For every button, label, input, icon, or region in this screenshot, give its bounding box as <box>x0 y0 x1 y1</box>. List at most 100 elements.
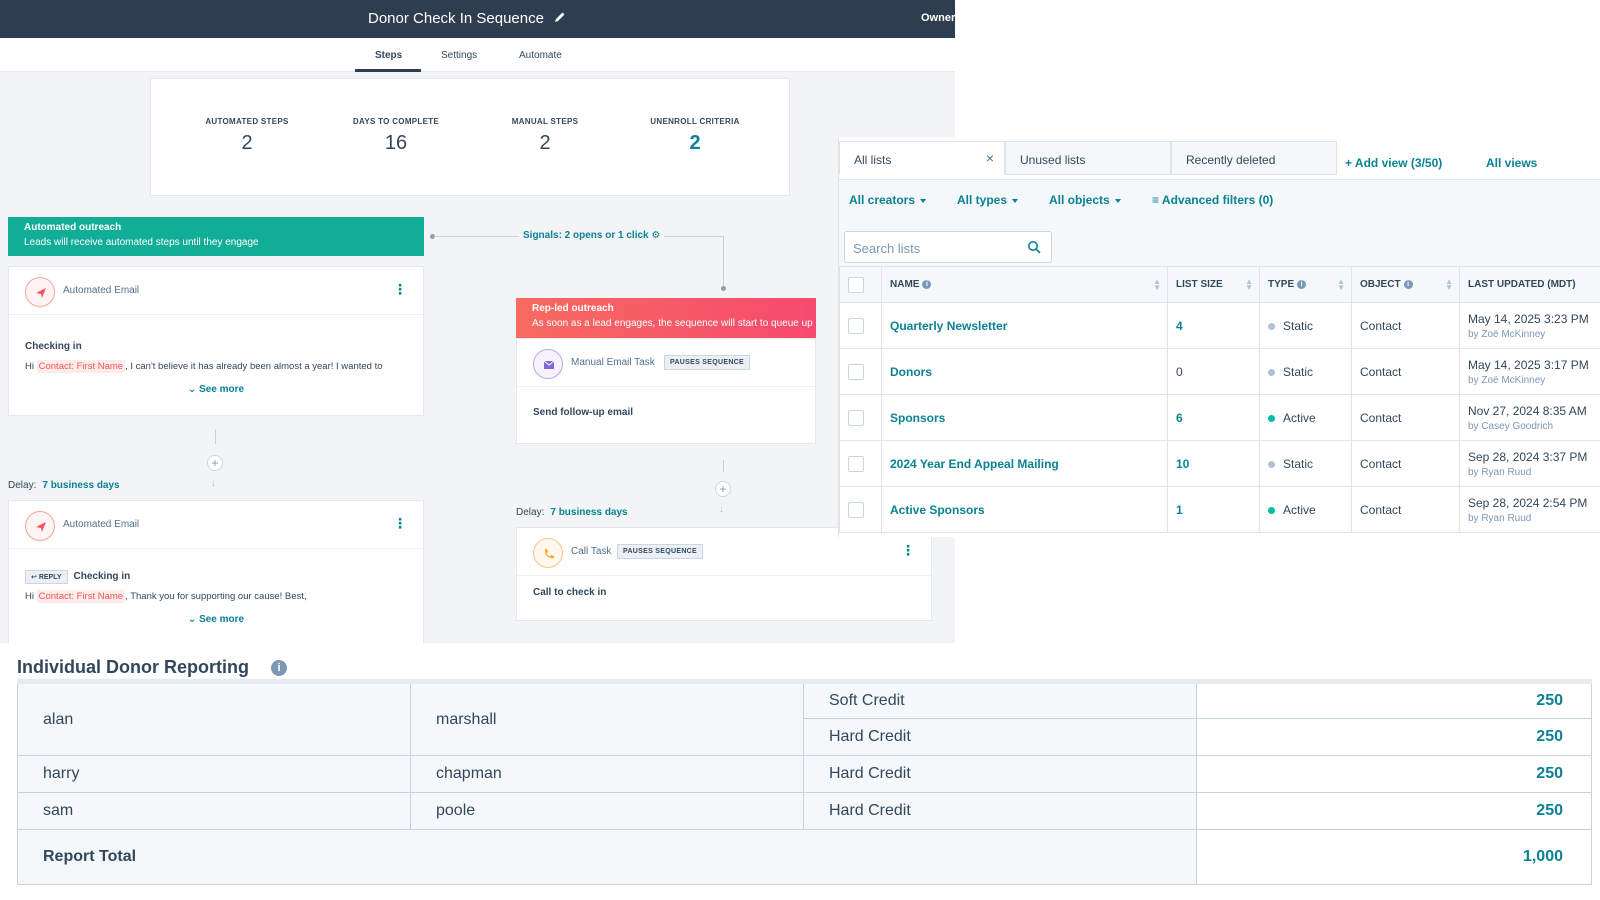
row-checkbox[interactable] <box>848 409 864 426</box>
search-icon[interactable] <box>1027 240 1041 254</box>
list-size-value[interactable]: 1 <box>1176 502 1183 517</box>
credit-amount[interactable]: 250 <box>1196 718 1592 756</box>
last-updated-cell: May 14, 2025 3:17 PM by Zoë McKinney <box>1459 348 1600 395</box>
delay-value-link[interactable]: 7 business days <box>550 507 628 518</box>
report-total-value[interactable]: 1,000 <box>1196 829 1592 885</box>
column-label: TYPE <box>1268 279 1295 290</box>
status-dot-icon <box>1268 460 1275 468</box>
view-tab-recently-deleted[interactable]: Recently deleted <box>1171 141 1337 175</box>
phone-icon <box>533 538 563 568</box>
stat-label: UNENROLL CRITERIA <box>650 117 740 126</box>
see-more-link[interactable]: ⌄ See more <box>9 614 423 625</box>
filter-all-creators[interactable]: All creators <box>849 193 927 207</box>
list-name-link[interactable]: Active Sponsors <box>890 502 985 517</box>
list-type-cell: Active <box>1259 486 1352 533</box>
sort-icon[interactable]: ▲ ▼ <box>1337 277 1345 292</box>
column-object[interactable]: OBJECT i ▲ ▼ <box>1351 266 1460 303</box>
table-row[interactable]: Donors 0 Static Contact May 14, 2025 3:17 PM… <box>839 348 1600 395</box>
table-row[interactable]: Active Sponsors 1 Active Contact Sep 28, 202… <box>839 486 1600 533</box>
credit-amount[interactable]: 250 <box>1196 681 1592 719</box>
personalization-token: Contact: First Name <box>36 360 126 373</box>
delay-value-link[interactable]: 7 business days <box>42 480 120 491</box>
table-row[interactable]: 2024 Year End Appeal Mailing 10 Static Cont… <box>839 440 1600 487</box>
view-tabs: All lists × Unused lists Recently delete… <box>839 141 1600 175</box>
list-object-cell: Contact <box>1351 348 1460 395</box>
see-more-link[interactable]: ⌄ See more <box>9 384 423 395</box>
automated-email-card[interactable]: Automated Email ⋮ ↩ REPLY Checking in Hi … <box>8 500 424 643</box>
info-icon[interactable]: i <box>1297 279 1307 289</box>
stat-automated-steps: AUTOMATED STEPS 2 <box>167 117 327 155</box>
card-header: Automated Email ⋮ <box>9 501 423 549</box>
credit-amount[interactable]: 250 <box>1196 755 1592 793</box>
table-row[interactable]: Quarterly Newsletter 4 Static Contact May 14… <box>839 302 1600 349</box>
sort-icon[interactable]: ▲ ▼ <box>1445 277 1453 292</box>
list-size-cell: 0 <box>1167 348 1260 395</box>
sort-icon[interactable]: ▲ ▼ <box>1153 277 1161 292</box>
list-type-cell: Active <box>1259 394 1352 441</box>
more-options-icon[interactable]: ⋮ <box>901 542 915 558</box>
unenroll-criteria-link[interactable]: 2 <box>689 132 701 154</box>
chevron-down-icon: ⌄ <box>187 614 197 625</box>
list-name-link[interactable]: Donors <box>890 364 932 379</box>
select-all-checkbox[interactable] <box>848 276 864 293</box>
report-row: sam poole Hard Credit 250 <box>17 792 1592 830</box>
advanced-filters-button[interactable]: ≡ Advanced filters (0) <box>1152 193 1273 207</box>
list-size-value[interactable]: 10 <box>1176 456 1190 471</box>
list-size-value[interactable]: 4 <box>1176 318 1183 333</box>
pencil-icon[interactable] <box>553 10 567 24</box>
call-task-card[interactable]: Call Task PAUSES SEQUENCE ⋮ Call to chec… <box>516 527 932 621</box>
credit-type: Soft Credit <box>803 681 1197 719</box>
close-icon[interactable]: × <box>985 150 994 166</box>
owner-label: Owner: <box>921 12 955 24</box>
tab-settings[interactable]: Settings <box>441 50 478 61</box>
all-views-button[interactable]: All views <box>1486 156 1538 170</box>
filter-all-objects[interactable]: All objects <box>1049 193 1121 207</box>
card-header: Call Task PAUSES SEQUENCE ⋮ <box>517 528 931 576</box>
list-name-link[interactable]: Sponsors <box>890 410 946 425</box>
donor-first-name: alan <box>17 681 411 756</box>
add-step-button[interactable]: + <box>207 455 223 471</box>
table-row[interactable]: Sponsors 6 Active Contact Nov 27, 2024 8:35 … <box>839 394 1600 441</box>
row-checkbox[interactable] <box>848 501 864 518</box>
row-checkbox[interactable] <box>848 363 864 380</box>
reply-arrow-icon: ↩ <box>31 574 37 581</box>
more-options-icon[interactable]: ⋮ <box>393 281 407 297</box>
view-tab-all-lists[interactable]: All lists × <box>839 141 1005 175</box>
column-last-updated[interactable]: LAST UPDATED (MDT) <box>1459 266 1600 303</box>
info-icon[interactable]: i <box>922 279 932 289</box>
tab-steps[interactable]: Steps <box>375 50 403 61</box>
list-name-link[interactable]: Quarterly Newsletter <box>890 318 1008 333</box>
automated-email-card[interactable]: Automated Email ⋮ Checking in Hi Contact… <box>8 266 424 416</box>
info-icon[interactable]: i <box>271 660 287 676</box>
column-name[interactable]: NAME i ▲ ▼ <box>881 266 1168 303</box>
report-row: Hard Credit 250 <box>18 718 1592 756</box>
stat-label: MANUAL STEPS <box>511 117 579 126</box>
column-type[interactable]: TYPE i ▲ ▼ <box>1259 266 1352 303</box>
lists-panel: All lists × Unused lists Recently delete… <box>838 137 1600 537</box>
manual-email-task-card[interactable]: Manual Email Task PAUSES SEQUENCE Send f… <box>516 338 816 444</box>
connector-dot <box>721 286 726 291</box>
row-checkbox[interactable] <box>848 455 864 472</box>
list-size-value[interactable]: 6 <box>1176 410 1183 425</box>
report-table: alan marshall Soft Credit 250 Hard Credit 250… <box>17 679 1592 885</box>
add-step-button[interactable]: + <box>715 481 731 497</box>
info-icon[interactable]: i <box>1403 279 1413 289</box>
filter-all-types[interactable]: All types <box>957 193 1019 207</box>
view-tab-unused-lists[interactable]: Unused lists <box>1005 141 1171 175</box>
row-checkbox[interactable] <box>848 317 864 334</box>
more-options-icon[interactable]: ⋮ <box>393 515 407 531</box>
row-select-cell <box>839 302 882 349</box>
search-input[interactable] <box>853 238 1023 258</box>
signals-link[interactable]: Signals: 2 opens or 1 click ⚙ <box>519 230 665 241</box>
sort-icon[interactable]: ▲ ▼ <box>1245 277 1253 292</box>
add-view-button[interactable]: + Add view (3/50) <box>1345 156 1442 170</box>
donor-report: Individual Donor Reporting i alan marshal… <box>0 643 1600 900</box>
report-row: alan marshall Soft Credit 250 <box>17 681 1592 756</box>
last-updated-cell: Sep 28, 2024 3:37 PM by Ryan Ruud <box>1459 440 1600 487</box>
column-list-size[interactable]: LIST SIZE ▲ ▼ <box>1167 266 1260 303</box>
tab-automate[interactable]: Automate <box>519 50 562 61</box>
automated-outreach-band: Automated outreach Leads will receive au… <box>8 217 424 256</box>
list-name-link[interactable]: 2024 Year End Appeal Mailing <box>890 456 1059 471</box>
credit-amount[interactable]: 250 <box>1196 792 1592 830</box>
